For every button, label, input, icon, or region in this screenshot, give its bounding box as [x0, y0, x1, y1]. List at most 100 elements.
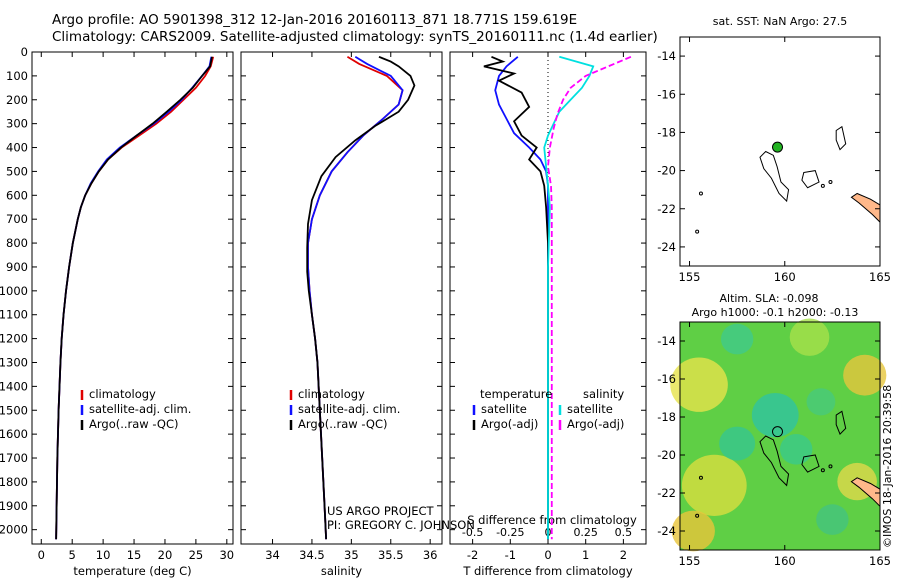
y-tick-label: 1800 — [0, 475, 28, 489]
panel-salinity: 34 34.5 35 35.5 36 salinity climatologysatelli… — [240, 51, 443, 578]
x2-tick-label: -0.25 — [496, 526, 524, 539]
sla-blob — [681, 454, 747, 516]
x-axis-label-temperature: temperature (deg C) — [73, 564, 191, 578]
land-new-caledonia — [850, 477, 881, 508]
x-tick-label-difference: 0 — [544, 548, 551, 562]
legend-heading-salinity: salinity — [583, 387, 624, 401]
y-tick-label: 600 — [6, 188, 28, 202]
map-x-tick-label: 165 — [869, 554, 891, 568]
series-line-difference-0 — [494, 56, 549, 540]
x-tick-label-difference: -1 — [505, 548, 516, 562]
y-tick-label: 0 — [21, 45, 28, 59]
legend-label-salinity: satellite-adj. clim. — [298, 402, 400, 416]
map-sst-title: sat. SST: NaN Argo: 27.5 — [713, 15, 847, 28]
y-tick-label: 500 — [6, 164, 28, 178]
legend-label-diff: Argo(-adj) — [567, 417, 624, 431]
sla-blob — [843, 354, 887, 396]
timestamp-stamp: ©IMOS 18-Jan-2016 20:39:58 — [881, 384, 894, 548]
y-tick-label: 900 — [6, 260, 28, 274]
chart-title-line2: Climatology: CARS2009. Satellite-adjuste… — [52, 29, 658, 45]
panel-map-sst: 155 160 165 -14 -16 -18 -20 -22 -24 — [657, 36, 891, 284]
map-y-tick-label: -24 — [657, 240, 676, 254]
sla-blob — [670, 357, 728, 412]
map-y-tick-label: -24 — [657, 524, 676, 538]
x-tick-label-temperature: 15 — [127, 548, 142, 562]
argo-position-marker — [772, 426, 784, 438]
reef-outline — [759, 435, 790, 487]
legend-label-temperature: climatology — [89, 387, 156, 401]
legend-label-temperature: Argo(..raw -QC) — [89, 417, 179, 431]
legend-label-salinity: Argo(..raw -QC) — [298, 417, 388, 431]
y-tick-label: 1100 — [0, 308, 28, 322]
y-tick-label: 100 — [6, 69, 28, 83]
x-tick-label-difference: -2 — [467, 548, 478, 562]
x-tick-label-salinity: 34.5 — [299, 548, 325, 562]
map-y-tick-label: -22 — [657, 486, 676, 500]
x-tick-label-temperature: 25 — [189, 548, 204, 562]
legend-label-diff: Argo(-adj) — [481, 417, 538, 431]
x-tick-label-temperature: 0 — [38, 548, 45, 562]
map-y-tick-label: -16 — [657, 372, 676, 386]
x-tick-label-salinity: 35 — [344, 548, 359, 562]
islet — [698, 475, 703, 480]
map-y-tick-label: -20 — [657, 164, 676, 178]
map-x-tick-label: 165 — [869, 270, 891, 284]
map-frame-map-sst — [679, 36, 881, 267]
y-tick-label: 1200 — [0, 332, 28, 346]
reef-outline — [759, 150, 790, 203]
x-tick-label-salinity: 34 — [265, 548, 280, 562]
x-axis-label-salinity: salinity — [321, 564, 362, 578]
sla-blob — [806, 388, 836, 416]
series-line-difference-3 — [547, 55, 632, 540]
sla-blob — [816, 504, 849, 535]
panel-frame-temperature — [31, 51, 234, 545]
x2-tick-label: 0.5 — [615, 526, 633, 539]
chart-title-line1: Argo profile: AO 5901398_312 12-Jan-2016… — [52, 12, 578, 28]
x-tick-label-difference: 1 — [582, 548, 589, 562]
legend-label-diff: satellite — [481, 402, 527, 416]
y-tick-label: 1600 — [0, 427, 28, 441]
x-tick-label-temperature: 20 — [158, 548, 173, 562]
y-tick-label: 1400 — [0, 379, 28, 393]
islet — [828, 464, 833, 469]
x-tick-label-temperature: 30 — [219, 548, 234, 562]
y-tick-label: 1900 — [0, 499, 28, 513]
islet — [820, 468, 825, 473]
island-outline — [835, 410, 847, 435]
argo-position-marker — [772, 141, 784, 153]
islet — [695, 229, 700, 234]
map-sla-subtitle: Argo h1000: -0.1 h2000: -0.13 — [692, 306, 859, 319]
legend-label-temperature: satellite-adj. clim. — [89, 402, 191, 416]
map-y-tick-label: -18 — [657, 410, 676, 424]
panel-map-sla: 155 160 165 -14 -16 -18 -20 -22 -24 — [657, 318, 891, 568]
map-y-tick-label: -14 — [657, 49, 676, 63]
map-sla-title: Altim. SLA: -0.098 — [719, 292, 818, 305]
project-label: US ARGO PROJECT — [327, 504, 434, 518]
y-tick-label: 2000 — [0, 523, 28, 537]
x-tick-label-temperature: 10 — [96, 548, 111, 562]
y-tick-label: 1500 — [0, 403, 28, 417]
map-x-tick-label: 155 — [679, 270, 701, 284]
x-tick-label-salinity: 36 — [423, 548, 438, 562]
y-tick-label: 700 — [6, 212, 28, 226]
series-line-difference-2 — [543, 55, 595, 540]
map-y-tick-label: -18 — [657, 125, 676, 139]
x-tick-label-difference: 2 — [620, 548, 627, 562]
islet — [695, 513, 700, 518]
x2-tick-label: 0.25 — [573, 526, 598, 539]
legend-label-diff: satellite — [567, 402, 613, 416]
legend-label-salinity: climatology — [298, 387, 365, 401]
islet — [828, 180, 833, 185]
map-frame-map-sla — [679, 321, 881, 551]
panel-frame-salinity — [240, 51, 443, 545]
series-line-temperature-2 — [55, 56, 213, 540]
sla-blob — [719, 426, 756, 461]
sla-blob — [751, 393, 799, 438]
x-tick-label-temperature: 5 — [69, 548, 76, 562]
sla-blob — [720, 323, 754, 355]
y-tick-label: 400 — [6, 141, 28, 155]
y-tick-label: 1000 — [0, 284, 28, 298]
map-y-tick-label: -20 — [657, 448, 676, 462]
islet — [698, 191, 703, 196]
